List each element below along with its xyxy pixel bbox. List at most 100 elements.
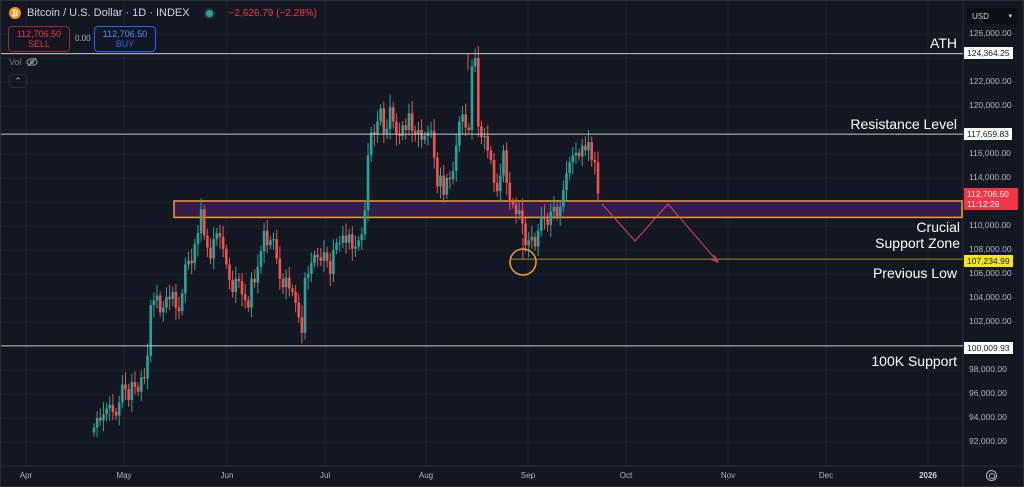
candle-body [486, 136, 490, 151]
spread-value: 0.00 [75, 34, 91, 43]
candle-body [281, 278, 285, 288]
candle-body [202, 209, 206, 236]
time-tick: Oct [619, 471, 633, 480]
projection-arrowhead [709, 254, 720, 263]
time-tick: Nov [720, 471, 736, 480]
candle-body [505, 150, 508, 183]
candle-body [171, 292, 175, 300]
candle-body [363, 210, 367, 235]
gear-icon[interactable] [986, 470, 997, 481]
candle-body [247, 300, 250, 308]
price-tick: 126,000.00 [969, 28, 1012, 38]
candle-body [136, 386, 140, 392]
candle-body [297, 302, 301, 318]
candle-body [143, 377, 146, 379]
candle-body [310, 263, 313, 274]
price-tick: 120,000.00 [969, 100, 1012, 110]
candle-body [228, 264, 231, 280]
candle-body [540, 216, 543, 231]
volume-indicator[interactable]: Vol [9, 57, 38, 67]
candle-body [584, 145, 587, 151]
symbol-title[interactable]: Bitcoin / U.S. Dollar · 1D · INDEX [27, 7, 190, 19]
time-tick: Dec [818, 471, 834, 480]
time-tick: May [116, 471, 132, 480]
candle-body [111, 404, 115, 412]
currency-label: USD [972, 11, 989, 21]
candle-body [322, 252, 326, 261]
candle-body [294, 292, 297, 303]
candle-body [332, 250, 335, 274]
candle-body [464, 114, 467, 128]
candle-body [149, 305, 152, 356]
candle-body [338, 242, 341, 244]
candle-body [231, 280, 234, 292]
candle-body [351, 234, 354, 249]
candle-body [121, 384, 124, 403]
candle-body [376, 121, 379, 135]
price-tick: 92,000.00 [969, 436, 1007, 446]
candle-body [423, 136, 427, 140]
candle-body [470, 66, 474, 130]
candle-body [549, 211, 553, 225]
support-zone-annotation: Crucial Support Zone [875, 219, 960, 251]
candle-body [546, 218, 549, 225]
candle-body [130, 382, 134, 400]
sell-button[interactable]: 112,706.50 SELL [8, 26, 70, 52]
candle-body [517, 210, 521, 214]
candle-body [574, 152, 578, 156]
candle-body [499, 175, 502, 192]
buy-button[interactable]: 112,706.50 BUY [94, 26, 156, 52]
previous-low-price-label: 107,234.99 [964, 255, 1013, 267]
support-100k-annotation: 100K Support [871, 353, 957, 369]
candle-body [552, 206, 556, 212]
eye-hidden-icon[interactable] [26, 57, 38, 67]
candle-body [174, 292, 178, 308]
time-tick: Jul [319, 471, 331, 480]
resistance-annotation: Resistance Level [850, 116, 957, 132]
time-tick: 2026 [919, 471, 937, 480]
candle-body [199, 209, 203, 234]
candle-body [366, 155, 370, 211]
candle-body [407, 113, 411, 130]
candle-body [275, 239, 278, 259]
candle-body [206, 235, 209, 248]
sell-price: 112,706.50 [16, 29, 62, 39]
price-tick: 106,000.00 [969, 268, 1012, 278]
collapse-button[interactable]: ⌃ [9, 74, 27, 88]
current-price: 112,706.50 [967, 189, 1009, 199]
candle-body [99, 418, 102, 421]
candle-body [511, 202, 515, 205]
currency-select[interactable]: USD ▾ [967, 8, 1017, 24]
candle-body [306, 274, 310, 278]
candle-body [344, 235, 348, 243]
support-zone-annotation-line2: Support Zone [875, 235, 960, 251]
candle-body [432, 131, 436, 158]
candle-body [429, 131, 433, 133]
candle-body [451, 170, 455, 180]
volume-label: Vol [9, 57, 22, 67]
price-tick: 96,000.00 [969, 388, 1007, 398]
candle-body [278, 258, 282, 279]
candle-body [577, 152, 581, 157]
buy-price: 112,706.50 [102, 29, 148, 39]
ath-annotation: ATH [930, 35, 957, 51]
candle-body [414, 131, 417, 135]
candle-body [193, 244, 197, 264]
candle-body [335, 242, 338, 250]
candle-body [514, 204, 518, 214]
price-change: −2,626.79 (−2.28%) [228, 7, 317, 19]
candle-body [530, 236, 534, 241]
candle-body [395, 121, 398, 134]
candle-body [259, 251, 263, 267]
time-tick: Apr [19, 471, 33, 480]
candle-body [388, 107, 392, 129]
candle-body [442, 175, 445, 195]
price-tick: 104,000.00 [969, 292, 1012, 302]
price-tick: 114,000.00 [969, 172, 1011, 182]
candle-body [212, 239, 215, 259]
candle-body [240, 281, 244, 295]
candle-body [596, 162, 600, 194]
support-zone-box [173, 200, 963, 219]
